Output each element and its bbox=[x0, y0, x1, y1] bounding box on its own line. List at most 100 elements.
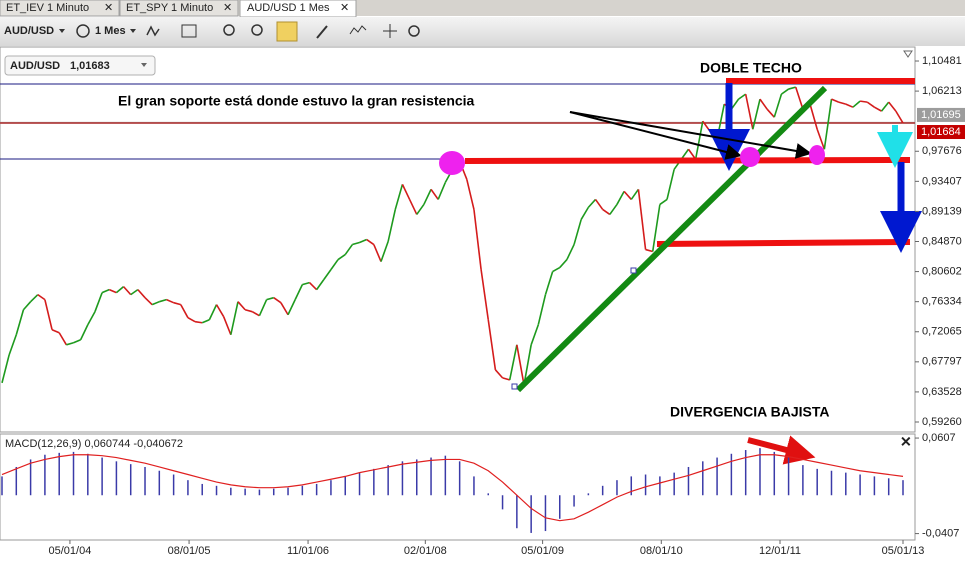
price-segment bbox=[888, 101, 897, 112]
price-segment bbox=[15, 309, 25, 335]
layout-icon[interactable] bbox=[181, 24, 197, 38]
price-panel bbox=[0, 46, 916, 433]
price-segment bbox=[694, 121, 704, 160]
price-segment bbox=[645, 248, 653, 253]
price-segment bbox=[315, 279, 325, 291]
price-segment bbox=[137, 289, 146, 299]
price-segment bbox=[308, 282, 318, 291]
price-segment bbox=[430, 188, 439, 200]
price-segment bbox=[87, 311, 96, 326]
price-segment bbox=[744, 93, 754, 130]
price-segment bbox=[22, 301, 32, 311]
price-segment bbox=[159, 298, 167, 303]
price-segment bbox=[487, 319, 497, 370]
price-segment bbox=[573, 219, 582, 245]
price-segment bbox=[480, 269, 490, 320]
price-label: 1,01695 bbox=[921, 109, 961, 121]
price-segment bbox=[530, 324, 540, 346]
indicator-icon[interactable] bbox=[349, 25, 367, 35]
panel-menu[interactable] bbox=[903, 50, 913, 58]
symbol-selector[interactable]: AUD/USD bbox=[4, 25, 54, 37]
symbol-box[interactable] bbox=[4, 55, 156, 76]
chart-type-icon[interactable] bbox=[146, 25, 160, 37]
tab-label[interactable]: AUD/USD 1 Mes bbox=[247, 2, 330, 14]
price-segment bbox=[266, 296, 274, 301]
x-tick-label: 02/01/08 bbox=[404, 545, 447, 557]
x-tick-label: 11/01/06 bbox=[287, 545, 329, 557]
tab[interactable] bbox=[0, 0, 120, 17]
price-label-box bbox=[917, 125, 965, 140]
price-segment bbox=[587, 198, 597, 208]
price-segment bbox=[273, 297, 282, 304]
pointer-arrow bbox=[569, 111, 742, 160]
y-tick-label: 0,0607 bbox=[922, 432, 956, 444]
tab-label[interactable]: ET_SPY 1 Minuto bbox=[126, 2, 213, 14]
price-segment bbox=[423, 189, 432, 205]
dropdown-arrow[interactable] bbox=[141, 63, 147, 67]
clock-icon[interactable] bbox=[76, 24, 90, 38]
zoom-in-icon[interactable] bbox=[223, 24, 235, 36]
price-segment bbox=[287, 299, 296, 316]
tab-close[interactable]: ✕ bbox=[104, 2, 113, 14]
price-segment bbox=[508, 344, 518, 381]
price-layer bbox=[0, 86, 915, 386]
price-segment bbox=[144, 297, 153, 306]
annotation: El gran soporte está donde estuvo la gra… bbox=[118, 93, 475, 109]
tab-close[interactable]: ✕ bbox=[340, 2, 349, 14]
anchor-handle[interactable] bbox=[511, 383, 518, 390]
zoom-out-icon[interactable] bbox=[251, 24, 263, 36]
tab-label[interactable]: ET_IEV 1 Minuto bbox=[6, 2, 89, 14]
price-segment bbox=[623, 190, 632, 200]
price-segment bbox=[630, 188, 640, 200]
macd-panel bbox=[0, 433, 916, 541]
price-segment bbox=[294, 284, 304, 300]
x-tick-label: 05/01/13 bbox=[882, 545, 925, 557]
price-segment bbox=[594, 198, 604, 210]
y-tick-label: 0,80602 bbox=[922, 265, 962, 277]
tab-close[interactable]: ✕ bbox=[223, 2, 232, 14]
price-segment bbox=[244, 308, 253, 313]
x-tick-label: 05/01/04 bbox=[49, 545, 92, 557]
price-segment bbox=[516, 344, 525, 386]
price-segment bbox=[852, 100, 861, 108]
highlight-point bbox=[439, 151, 465, 175]
y-tick-label: 0,84870 bbox=[922, 235, 962, 247]
symbol-box-symbol: AUD/USD bbox=[10, 60, 60, 72]
price-segment bbox=[437, 182, 447, 200]
price-segment bbox=[738, 93, 747, 100]
lock-button[interactable] bbox=[276, 21, 298, 42]
price-segment bbox=[831, 98, 839, 103]
price-label-box bbox=[917, 107, 965, 122]
price-segment bbox=[237, 301, 246, 311]
price-segment bbox=[166, 298, 174, 304]
price-segment bbox=[537, 294, 547, 325]
price-segment bbox=[866, 101, 875, 108]
tab[interactable] bbox=[119, 0, 239, 17]
price-segment bbox=[895, 110, 904, 124]
panel-close[interactable]: ✕ bbox=[900, 434, 912, 450]
price-segment bbox=[66, 342, 74, 346]
price-segment bbox=[838, 101, 847, 105]
x-tick-label: 05/01/09 bbox=[521, 545, 564, 557]
refresh-icon[interactable] bbox=[408, 25, 420, 37]
dropdown-arrow[interactable] bbox=[59, 29, 65, 33]
price-segment bbox=[602, 208, 611, 216]
price-segment bbox=[194, 320, 203, 324]
price-segment bbox=[30, 294, 39, 303]
crosshair-icon[interactable] bbox=[383, 24, 397, 38]
period-selector[interactable]: 1 Mes bbox=[95, 25, 126, 37]
annotation: DOBLE TECHO bbox=[700, 60, 802, 76]
price-segment bbox=[559, 259, 568, 269]
price-segment bbox=[794, 86, 804, 110]
price-segment bbox=[659, 198, 668, 206]
dropdown-arrow[interactable] bbox=[130, 29, 136, 33]
price-segment bbox=[122, 286, 132, 296]
draw-icon[interactable] bbox=[316, 25, 328, 39]
price-segment bbox=[823, 99, 833, 150]
anchor-handle[interactable] bbox=[630, 267, 637, 274]
price-segment bbox=[580, 206, 590, 220]
price-segment bbox=[880, 101, 890, 112]
price-segment bbox=[280, 302, 289, 316]
price-segment bbox=[416, 203, 425, 215]
